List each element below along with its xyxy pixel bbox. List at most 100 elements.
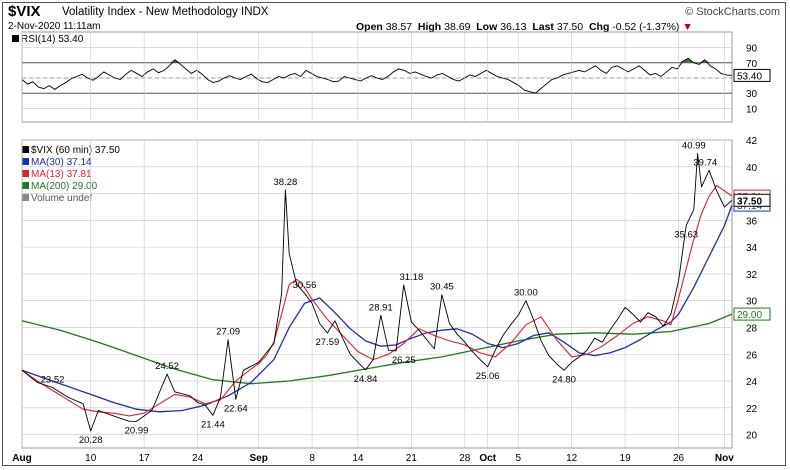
x-tick-label: Nov xyxy=(715,453,734,464)
rsi-overbought-fill xyxy=(169,59,175,63)
price-y-tick-label: 42 xyxy=(746,136,758,147)
price-line xyxy=(21,153,733,432)
price-data-label: 24.80 xyxy=(552,374,576,385)
x-tick-label: 12 xyxy=(566,453,578,464)
price-y-tick-label: 32 xyxy=(746,270,758,281)
ohlc-bar: Open 38.57 High 38.69 Low 36.13 Last 37.… xyxy=(356,21,693,33)
ma13-legend: MA(13) 37.81 xyxy=(22,169,92,180)
price-data-label: 35.63 xyxy=(674,229,698,240)
symbol-name: Volatility Index - New Methodology INDX xyxy=(62,6,268,18)
rsi-y-tick-label: 10 xyxy=(746,104,758,115)
ma30-legend-value: 37.14 xyxy=(66,157,92,168)
exchange-label: INDX xyxy=(241,6,269,18)
price-legend-value: 37.50 xyxy=(94,145,120,156)
rsi-overbought-fill xyxy=(699,59,705,63)
x-tick-label: 19 xyxy=(620,453,632,464)
rsi-last-box xyxy=(733,68,771,82)
copyright: © StockCharts.com xyxy=(685,6,780,18)
price-y-tick-label: 36 xyxy=(746,216,758,227)
price-data-label: 20.99 xyxy=(125,425,149,436)
chart-frame xyxy=(2,2,786,466)
ma200-legend-label: MA(200) xyxy=(31,181,70,192)
last-value: 37.50 xyxy=(556,21,584,33)
low-value: 36.13 xyxy=(500,21,527,33)
timestamp: 2-Nov-2020 11:11am xyxy=(8,21,101,32)
high-value: 38.69 xyxy=(444,21,471,33)
price-panel-border xyxy=(21,139,733,449)
price-legend-swatch xyxy=(22,146,29,153)
volume-legend: Volume undef xyxy=(22,193,92,204)
low-label: Low xyxy=(476,21,498,33)
ma30-legend: MA(30) 37.14 xyxy=(22,157,92,168)
ma13-legend-swatch xyxy=(22,170,29,177)
rsi-y-tick-label: 30 xyxy=(746,89,758,100)
price-data-label: 24.52 xyxy=(155,361,179,372)
x-tick-label: 17 xyxy=(139,453,151,464)
x-tick-label: Aug xyxy=(12,453,31,464)
x-tick-label: 24 xyxy=(192,453,204,464)
price-data-label: 20.28 xyxy=(79,435,103,446)
price-y-tick-label: 24 xyxy=(746,377,758,388)
high-label: High xyxy=(417,21,442,33)
symbol-title: $VIX xyxy=(8,3,41,20)
price-y-tick-label: 30 xyxy=(746,297,758,308)
price-right-tag xyxy=(733,307,771,321)
x-tick-label: 8 xyxy=(309,453,315,464)
price-data-label: 39.74 xyxy=(693,157,717,168)
price-y-tick-label: 34 xyxy=(746,243,758,254)
price-legend: $VIX (60 min) 37.50 xyxy=(22,145,120,156)
price-data-label: 38.28 xyxy=(273,177,297,188)
price-y-tick-label: 26 xyxy=(746,350,758,361)
price-data-label: 24.84 xyxy=(354,374,378,385)
price-right-label: 37.50 xyxy=(737,196,762,207)
ma200-legend: MA(200) 29.00 xyxy=(22,181,97,192)
price-data-label: 21.44 xyxy=(201,419,225,430)
rsi-overbought-fill xyxy=(174,59,181,63)
open-label: Open xyxy=(356,21,383,33)
ma30-line xyxy=(21,204,733,413)
ma200-legend-value: 29.00 xyxy=(72,181,98,192)
price-data-label: 40.99 xyxy=(682,141,706,152)
rsi-legend-swatch xyxy=(12,35,19,42)
price-data-label: 31.18 xyxy=(399,272,423,283)
rsi-legend-label: RSI(14) xyxy=(21,34,56,45)
price-data-label: 27.59 xyxy=(315,337,339,348)
price-data-label: 22.64 xyxy=(224,403,248,414)
symbol-description: Volatility Index - New Methodology xyxy=(62,6,238,18)
price-data-label: 27.09 xyxy=(216,327,240,338)
ma30-legend-swatch xyxy=(22,158,29,165)
down-arrow-icon: ▼ xyxy=(682,21,693,33)
rsi-overbought-fill xyxy=(704,59,711,63)
volume-legend-swatch xyxy=(22,194,29,201)
x-tick-label: 10 xyxy=(85,453,97,464)
rsi-last-label: 53.40 xyxy=(737,71,762,82)
last-label: Last xyxy=(532,21,554,33)
price-legend-label: $VIX (60 min) xyxy=(31,145,93,156)
price-data-label: 28.91 xyxy=(369,302,393,313)
rsi-legend-value: 53.40 xyxy=(58,34,84,45)
price-data-label: 25.06 xyxy=(476,371,500,382)
x-tick-label: 28 xyxy=(459,453,471,464)
ma13-legend-label: MA(13) xyxy=(31,169,64,180)
price-right-tag xyxy=(733,193,771,207)
rsi-y-tick-label: 90 xyxy=(746,44,758,55)
volume-legend-label: Volume undef xyxy=(31,193,93,204)
ma13-legend-value: 37.81 xyxy=(66,169,92,180)
x-tick-label: 26 xyxy=(673,453,685,464)
price-data-label: 26.25 xyxy=(392,355,416,366)
ma200-line xyxy=(21,313,733,385)
ma30-legend-label: MA(30) xyxy=(31,157,64,168)
price-data-label: 23.52 xyxy=(41,374,65,385)
x-tick-label: Oct xyxy=(479,453,496,464)
price-data-label: 30.00 xyxy=(514,288,538,299)
rsi-y-tick-label: 70 xyxy=(746,59,758,70)
x-tick-label: 14 xyxy=(352,453,364,464)
rsi-legend: RSI(14) 53.40 xyxy=(12,34,83,45)
price-y-tick-label: 40 xyxy=(746,163,758,174)
price-y-tick-label: 28 xyxy=(746,323,758,334)
price-y-tick-label: 22 xyxy=(746,404,758,415)
chg-value: -0.52 (-1.37%) xyxy=(612,21,680,33)
open-value: 38.57 xyxy=(385,21,413,33)
